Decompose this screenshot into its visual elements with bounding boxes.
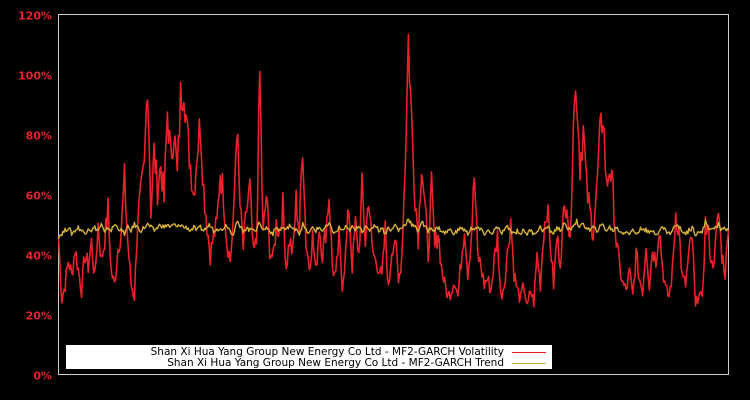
y-tick-label: 0% bbox=[33, 369, 52, 382]
legend-label-volatility: Shan Xi Hua Yang Group New Energy Co Ltd… bbox=[150, 346, 504, 358]
y-tick-label: 120% bbox=[18, 9, 52, 22]
y-tick-label: 60% bbox=[25, 189, 52, 202]
plot-frame bbox=[58, 14, 729, 375]
legend-item-trend: Shan Xi Hua Yang Group New Energy Co Ltd… bbox=[167, 357, 546, 369]
legend: Shan Xi Hua Yang Group New Energy Co Ltd… bbox=[66, 345, 552, 369]
trend-line bbox=[57, 218, 730, 240]
y-tick-label: 20% bbox=[25, 309, 52, 322]
y-tick-label: 40% bbox=[25, 249, 52, 262]
legend-label-trend: Shan Xi Hua Yang Group New Energy Co Ltd… bbox=[167, 357, 504, 369]
series-layer bbox=[57, 33, 730, 308]
y-tick-label: 100% bbox=[18, 69, 52, 82]
legend-swatch-volatility bbox=[512, 351, 546, 353]
legend-swatch-trend bbox=[512, 362, 546, 364]
legend-item-volatility: Shan Xi Hua Yang Group New Energy Co Ltd… bbox=[151, 346, 546, 358]
volatility-line bbox=[57, 33, 730, 308]
y-tick-label: 80% bbox=[25, 129, 52, 142]
